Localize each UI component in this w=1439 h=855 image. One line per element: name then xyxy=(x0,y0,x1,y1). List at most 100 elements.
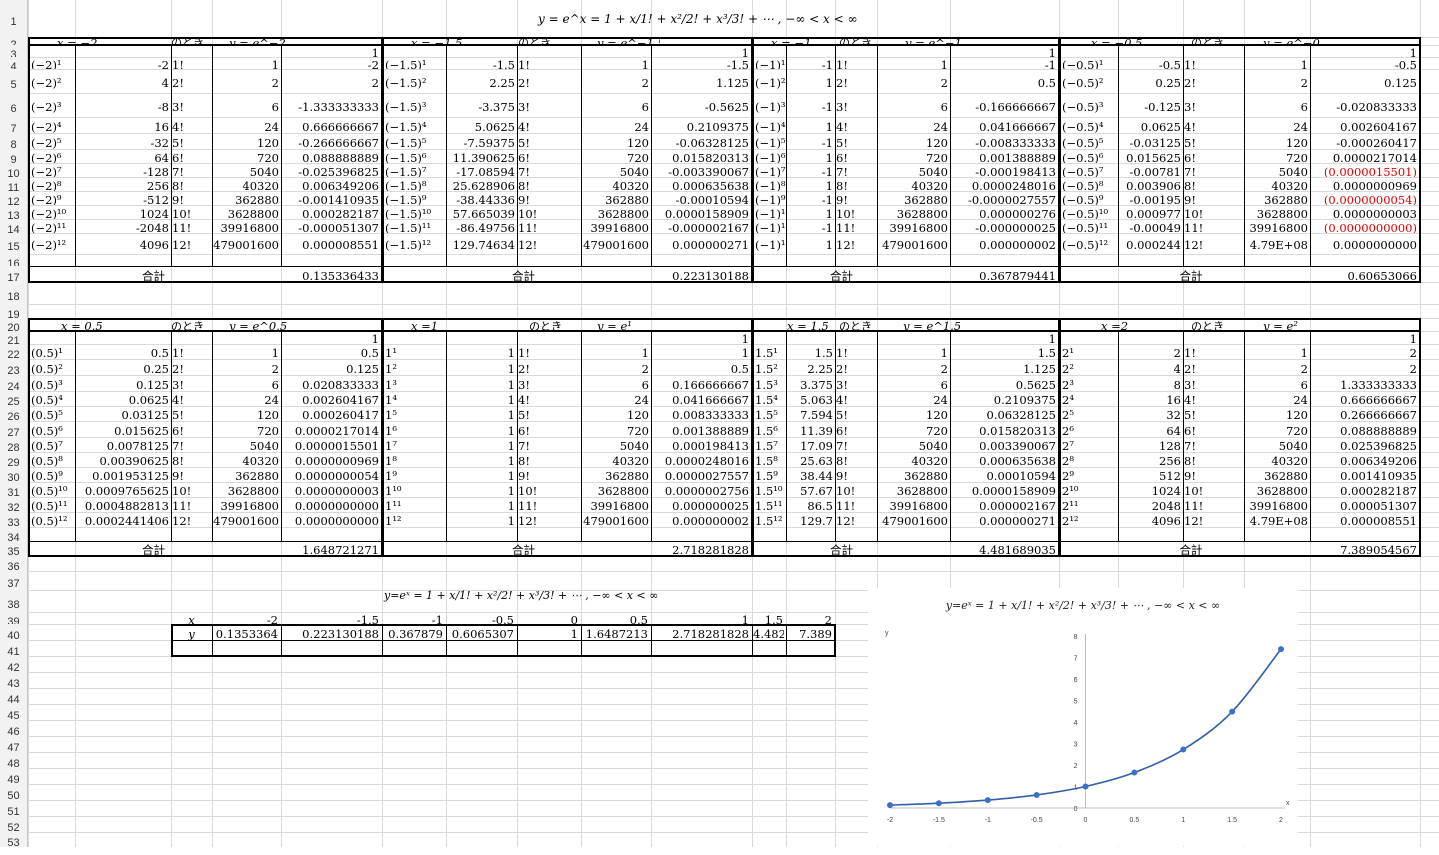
power-cell: (0.5)⁶ xyxy=(31,424,63,437)
summary-col-rule xyxy=(651,624,652,656)
factorial-cell: 8! xyxy=(172,454,184,467)
row-header[interactable]: 15 xyxy=(0,233,28,254)
value-cell: -86.49756 xyxy=(456,221,515,233)
row-header[interactable]: 29 xyxy=(0,452,28,469)
row-header[interactable]: 10 xyxy=(0,163,28,180)
row-header[interactable]: 41 xyxy=(0,640,28,658)
row-header[interactable]: 1 xyxy=(0,0,28,37)
value-cell: 1024 xyxy=(1151,484,1181,497)
row-header[interactable]: 28 xyxy=(0,437,28,454)
factorial-value-cell: 6 xyxy=(1300,100,1308,114)
total-label: 合計 xyxy=(830,543,853,556)
row-header[interactable]: 2 xyxy=(0,37,28,51)
term-cell: 1.125 xyxy=(716,76,749,90)
factorial-cell: 7! xyxy=(172,165,184,177)
value-cell: 1.5 xyxy=(814,346,833,359)
row-header[interactable]: 48 xyxy=(0,752,28,770)
row-header[interactable]: 16 xyxy=(0,254,28,270)
block-total-rule xyxy=(752,541,1059,542)
factorial-value-cell: 24 xyxy=(1293,393,1308,406)
row-header[interactable]: 51 xyxy=(0,800,28,818)
row-header[interactable]: 25 xyxy=(0,391,28,408)
value-cell: 11.390625 xyxy=(452,151,515,163)
row-header[interactable]: 18 xyxy=(0,282,28,304)
block-col-rule xyxy=(651,331,652,541)
power-cell: (−2)⁷ xyxy=(31,165,62,177)
factorial-value-cell: 6 xyxy=(641,100,649,114)
row-header[interactable]: 45 xyxy=(0,704,28,722)
term-cell: 0.000008551 xyxy=(1340,514,1417,527)
data-point xyxy=(887,802,893,809)
row-header[interactable]: 8 xyxy=(0,133,28,151)
row-header[interactable]: 39 xyxy=(0,612,28,628)
factorial-value-cell: 2 xyxy=(1300,362,1308,375)
row-header[interactable]: 14 xyxy=(0,219,28,236)
term-cell: 0.5 xyxy=(360,346,379,359)
row-header[interactable]: 31 xyxy=(0,482,28,499)
row-header[interactable]: 36 xyxy=(0,556,28,573)
gridline-row xyxy=(28,163,1439,164)
row-header[interactable]: 32 xyxy=(0,497,28,514)
factorial-cell: 10! xyxy=(518,484,538,497)
term-cell: 0.001388889 xyxy=(979,151,1056,163)
row-header[interactable]: 17 xyxy=(0,266,28,284)
row-header[interactable]: 47 xyxy=(0,736,28,754)
row-header[interactable]: 24 xyxy=(0,375,28,393)
block-total-rule xyxy=(382,541,752,542)
row-header[interactable]: 3 xyxy=(0,45,28,61)
row-header[interactable]: 35 xyxy=(0,541,28,558)
row-header[interactable]: 21 xyxy=(0,331,28,347)
row-header[interactable]: 20 xyxy=(0,318,28,334)
term-cell: 0.088888889 xyxy=(1340,424,1417,437)
row-header[interactable]: 23 xyxy=(0,359,28,377)
row-header[interactable]: 34 xyxy=(0,527,28,544)
factorial-value-cell: 362880 xyxy=(1264,193,1308,205)
row-header[interactable]: 43 xyxy=(0,672,28,690)
factorial-value-cell: 120 xyxy=(627,136,649,149)
row-header[interactable]: 50 xyxy=(0,784,28,802)
row-header[interactable]: 19 xyxy=(0,304,28,321)
row-header[interactable]: 44 xyxy=(0,688,28,706)
summary-col-rule xyxy=(281,624,282,656)
row-header[interactable]: 5 xyxy=(0,69,28,93)
factorial-cell: 7! xyxy=(1184,165,1196,177)
term-cell: 0.266666667 xyxy=(1340,408,1417,421)
row-header[interactable]: 42 xyxy=(0,656,28,674)
row-header[interactable]: 26 xyxy=(0,406,28,423)
block-noto-ki: のとき xyxy=(518,37,551,45)
factorial-value-cell: 4.79E+08 xyxy=(1249,514,1308,527)
row-header[interactable]: 30 xyxy=(0,467,28,484)
row-header[interactable]: 6 xyxy=(0,93,28,117)
value-cell: 7.594 xyxy=(800,408,833,421)
x-tick-label: 1 xyxy=(1181,817,1185,824)
block-col-rule xyxy=(1310,331,1311,541)
row-header[interactable]: 49 xyxy=(0,768,28,786)
factorial-value-cell: 2 xyxy=(940,362,948,375)
block-col-rule xyxy=(75,331,76,541)
row-header[interactable]: 12 xyxy=(0,191,28,208)
factorial-value-cell: 5040 xyxy=(249,439,279,452)
factorial-cell: 12! xyxy=(172,238,192,252)
row-header[interactable]: 40 xyxy=(0,624,28,642)
factorial-cell: 10! xyxy=(518,207,538,219)
factorial-value-cell: 720 xyxy=(257,424,279,437)
row-header[interactable]: 4 xyxy=(0,57,28,73)
main-formula: y = e^x = 1 + x/1! + x²/2! + x³/3! + ⋯ ,… xyxy=(538,12,858,26)
row-header[interactable]: 27 xyxy=(0,421,28,439)
row-header[interactable]: 22 xyxy=(0,344,28,361)
row-header[interactable]: 13 xyxy=(0,205,28,222)
row-header[interactable]: 33 xyxy=(0,512,28,529)
factorial-value-cell: 2 xyxy=(271,76,279,90)
power-cell: 1⁶ xyxy=(385,424,397,437)
exp-chart[interactable]: y=eˣ = 1 + x/1! + x²/2! + x³/3! + ⋯ , −∞… xyxy=(868,588,1298,846)
row-header[interactable]: 46 xyxy=(0,720,28,738)
row-header[interactable]: 52 xyxy=(0,816,28,834)
row-header[interactable]: 7 xyxy=(0,117,28,135)
summary-col-rule xyxy=(752,624,753,656)
row-header[interactable]: 11 xyxy=(0,177,28,194)
row-header[interactable]: 38 xyxy=(0,590,28,612)
row-header[interactable]: 9 xyxy=(0,149,28,166)
row-header[interactable]: 53 xyxy=(0,832,28,849)
row-header[interactable]: 37 xyxy=(0,571,28,590)
